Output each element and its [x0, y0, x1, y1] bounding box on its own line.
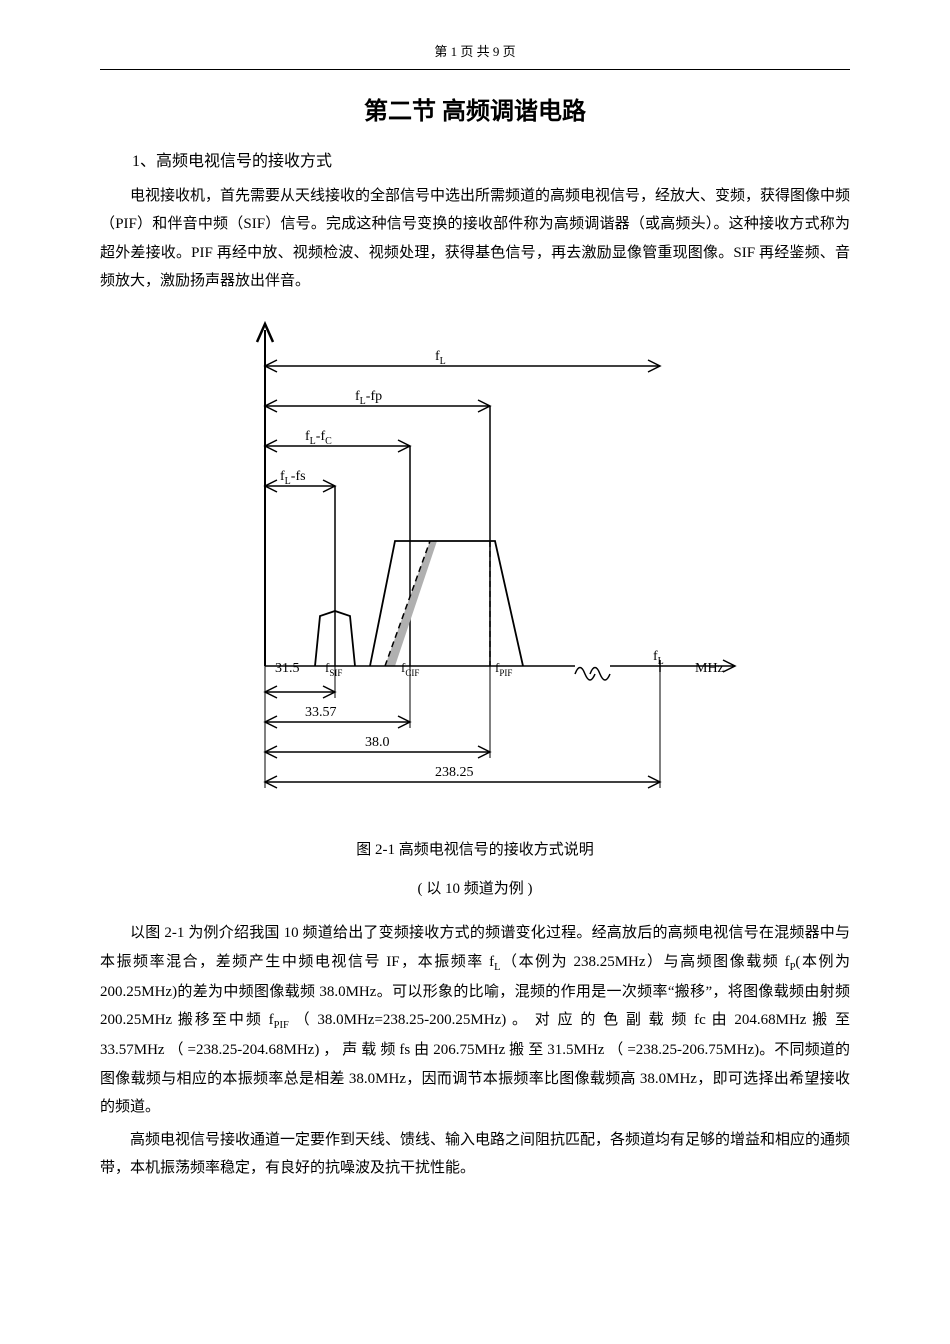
figure-2-1: fL fL-fp fL-fC fL-fs: [100, 316, 850, 904]
label-fLfp: fL-fp: [355, 389, 382, 407]
label-fPIF: fPIF: [495, 660, 512, 678]
section-heading: 1、高频电视信号的接收方式: [100, 147, 850, 177]
label-31.5: 31.5: [275, 661, 300, 676]
label-238.25: 238.25: [435, 765, 474, 780]
label-33.57: 33.57: [305, 705, 337, 720]
label-fL: fL: [435, 349, 446, 367]
label-fLfs: fL-fs: [280, 469, 306, 487]
label-fSIF: fSIF: [325, 660, 342, 678]
paragraph-intro: 电视接收机，首先需要从天线接收的全部信号中选出所需频道的高频电视信号，经放大、变…: [100, 182, 850, 296]
label-MHz: MHz: [695, 661, 724, 676]
paragraph-3: 高频电视信号接收通道一定要作到天线、馈线、输入电路之间阻抗匹配，各频道均有足够的…: [100, 1126, 850, 1183]
figure-caption-line2: ( 以 10 频道为例 ): [100, 875, 850, 904]
document-title: 第二节 高频调谐电路: [100, 90, 850, 136]
label-38.0: 38.0: [365, 735, 390, 750]
figure-caption-line1: 图 2-1 高频电视信号的接收方式说明: [100, 836, 850, 865]
label-fLfc: fL-fC: [305, 429, 332, 447]
label-fL-right: fL: [653, 649, 664, 667]
paragraph-2: 以图 2-1 为例介绍我国 10 频道给出了变频接收方式的频谱变化过程。经高放后…: [100, 919, 850, 1121]
page-header: 第 1 页 共 9 页: [100, 40, 850, 70]
frequency-diagram-svg: fL fL-fp fL-fC fL-fs: [205, 316, 745, 816]
